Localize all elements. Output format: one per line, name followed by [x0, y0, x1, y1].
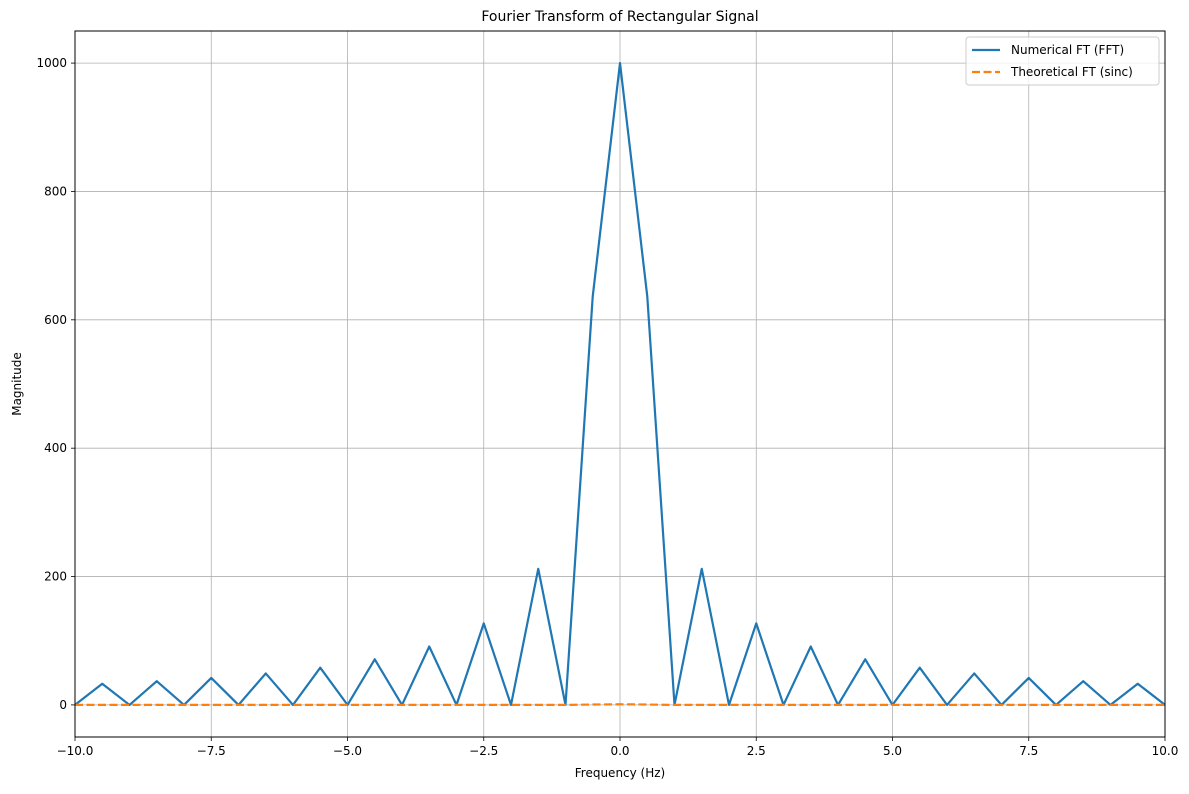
x-tick-label: 7.5: [1019, 744, 1038, 758]
series-line: [75, 703, 1165, 707]
x-tick-label: −5.0: [333, 744, 362, 758]
x-axis-label: Frequency (Hz): [575, 766, 666, 780]
y-tick-label: 200: [44, 570, 67, 584]
grid-layer: [74, 31, 1166, 737]
x-tick-label: −7.5: [197, 744, 226, 758]
chart-title: Fourier Transform of Rectangular Signal: [481, 9, 758, 25]
x-tick-label: −2.5: [469, 744, 498, 758]
y-tick-label: 400: [44, 441, 67, 455]
series-layer: [74, 61, 1166, 707]
y-tick-label: 600: [44, 313, 67, 327]
legend-label: Numerical FT (FFT): [1011, 43, 1124, 57]
y-tick-label: 800: [44, 184, 67, 198]
y-tick-label: 0: [59, 698, 67, 712]
x-tick-label: 2.5: [747, 744, 766, 758]
tick-layer: −10.0 −7.5 −5.0 −2.5 0.0 2.5 5.0 7.5 10.0 0 200 400…: [36, 56, 1178, 758]
legend-label: Theoretical FT (sinc): [1010, 65, 1133, 79]
x-tick-label: 10.0: [1152, 744, 1179, 758]
series-line: [74, 61, 1166, 707]
x-tick-label: 5.0: [883, 744, 902, 758]
legend: Numerical FT (FFT) Theoretical FT (sinc): [965, 36, 1160, 86]
legend-box: [965, 36, 1160, 86]
x-tick-label: −10.0: [57, 744, 94, 758]
y-axis-label: Magnitude: [10, 352, 24, 416]
y-tick-label: 1000: [36, 56, 67, 70]
x-tick-label: 0.0: [610, 744, 629, 758]
